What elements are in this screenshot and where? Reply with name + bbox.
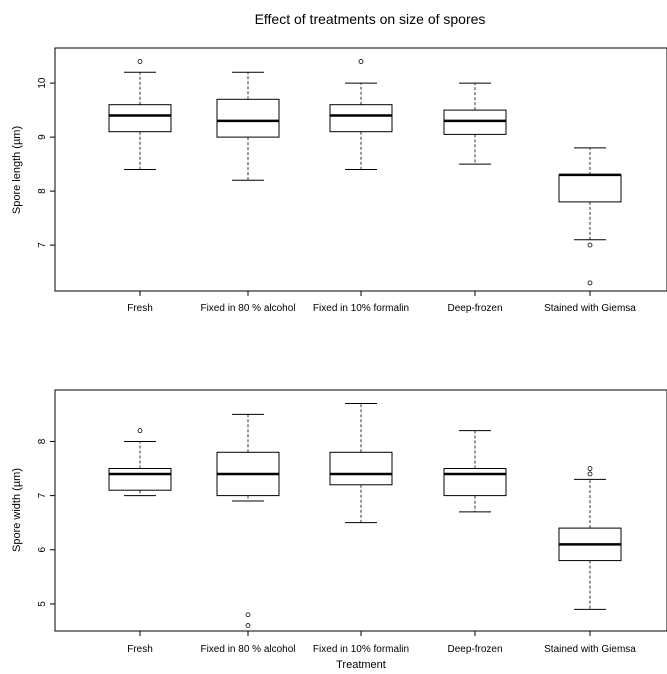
x-tick-label: Deep-frozen — [447, 303, 502, 314]
outlier-point — [137, 428, 143, 434]
outlier-point — [587, 466, 593, 471]
y-tick-label: 8 — [37, 188, 48, 194]
x-axis-title: Treatment — [336, 659, 386, 671]
box-2 — [216, 413, 280, 628]
box-rect — [443, 468, 507, 497]
box-5 — [558, 147, 622, 286]
box-rect — [108, 104, 172, 133]
outlier-point — [137, 59, 143, 64]
panel-spore-width: Spore width (µm) Treatment 5 6 7 8 Fresh Fix… — [11, 389, 667, 671]
outlier-point — [245, 623, 251, 628]
y-tick-label: 9 — [37, 134, 48, 140]
y-tick-label: 8 — [37, 438, 48, 444]
box-rect — [443, 109, 507, 135]
x-tick-label: Fresh — [127, 644, 153, 655]
y-tick-label: 10 — [37, 77, 48, 89]
outlier-point — [587, 471, 593, 477]
x-axis: Fresh Fixed in 80 % alcohol Fixed in 10% f… — [127, 291, 636, 314]
box-rect — [108, 468, 172, 491]
box-1 — [108, 428, 172, 497]
outlier-point — [358, 59, 364, 64]
x-tick-label: Stained with Giemsa — [544, 303, 636, 314]
x-tick-label: Fixed in 10% formalin — [313, 644, 409, 655]
x-tick-label: Fixed in 80 % alcohol — [200, 303, 295, 314]
panel-spore-length: Spore length (µm) 7 8 9 10 Fresh Fixed in 80… — [11, 47, 667, 314]
outlier-point — [587, 280, 593, 286]
x-tick-label: Fixed in 10% formalin — [313, 303, 409, 314]
y-axis-label: Spore length (µm) — [11, 126, 23, 214]
outlier-point — [587, 242, 593, 248]
box-5 — [558, 466, 622, 610]
y-axis-label: Spore width (µm) — [11, 468, 23, 552]
y-tick-label: 6 — [37, 547, 48, 553]
y-tick-label: 7 — [37, 242, 48, 248]
y-tick-label: 7 — [37, 492, 48, 498]
x-tick-label: Fresh — [127, 303, 153, 314]
box-rect — [329, 451, 393, 486]
box-3 — [329, 403, 393, 524]
box-rect — [558, 174, 622, 203]
x-tick-label: Stained with Giemsa — [544, 644, 636, 655]
box-series — [108, 403, 622, 628]
box-series — [108, 59, 622, 286]
y-axis: 7 8 9 10 — [37, 77, 56, 248]
figure-title: Effect of treatments on size of spores — [255, 11, 486, 27]
y-tick-label: 5 — [37, 601, 48, 607]
x-tick-label: Fixed in 80 % alcohol — [200, 644, 295, 655]
x-tick-label: Deep-frozen — [447, 644, 502, 655]
outlier-point — [245, 612, 251, 618]
box-rect — [216, 98, 280, 138]
box-3 — [329, 59, 393, 170]
box-1 — [108, 59, 172, 170]
box-rect — [329, 104, 393, 133]
box-2 — [216, 71, 280, 181]
y-axis: 5 6 7 8 — [37, 438, 56, 607]
x-axis: Fresh Fixed in 80 % alcohol Fixed in 10% f… — [127, 631, 636, 655]
box-4 — [443, 82, 507, 165]
box-4 — [443, 430, 507, 513]
